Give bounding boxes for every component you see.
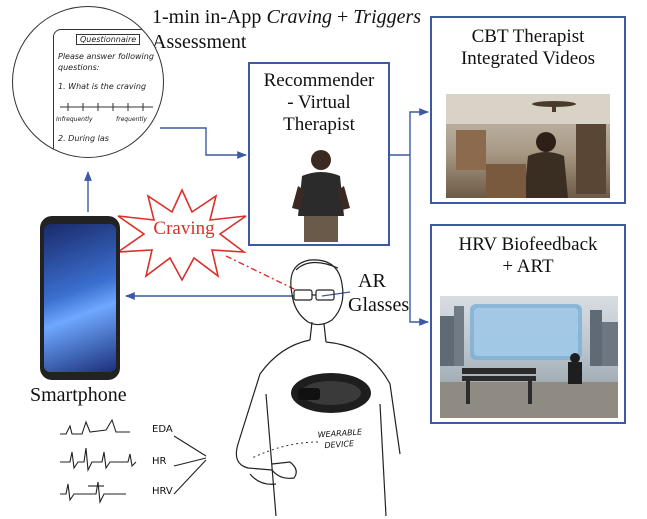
questionnaire-title: Questionnaire	[76, 34, 141, 45]
ar-label-line2: Glasses	[348, 294, 410, 316]
arrow-assessment-to-recommender	[160, 127, 247, 159]
scale-right-label: frequently	[116, 116, 147, 123]
person-sketch	[235, 259, 401, 516]
smartphone-label: Smartphone	[30, 384, 127, 406]
eda-label: EDA	[152, 424, 173, 435]
ar-glasses-sketch	[293, 289, 313, 301]
craving-burst-icon	[115, 188, 247, 282]
assessment-craving: Craving	[266, 6, 332, 28]
questionnaire-line1: Please answer following	[58, 52, 154, 61]
ar-biofeedback-scene-image	[440, 296, 618, 418]
assessment-subtitle: Assessment	[152, 31, 247, 53]
questionnaire-zoom-circle: Questionnaire Please answer following qu…	[12, 6, 164, 158]
smartphone-image	[40, 216, 120, 380]
ar-label-pointer	[321, 291, 351, 297]
hrv-line1: HRV Biofeedback	[458, 234, 598, 255]
wearable-dotted-pointer	[251, 441, 319, 459]
arrow-to-hrv	[409, 155, 429, 326]
assessment-prefix: 1-min in-App	[152, 6, 267, 28]
hrv-signal-trace	[60, 481, 126, 504]
recommender-line1: Recommender	[263, 70, 375, 91]
wearable-device-image	[291, 373, 371, 413]
craving-label: Craving	[153, 218, 215, 239]
cbt-line1: CBT Therapist	[471, 26, 585, 47]
likert-scale-sketch	[60, 103, 153, 111]
cbt-therapist-video-image	[446, 94, 610, 198]
scale-left-label: Infrequently	[56, 116, 93, 123]
recommender-box: Recommender - Virtual Therapist	[248, 62, 390, 246]
cbt-box: CBT Therapist Integrated Videos	[430, 16, 626, 204]
assessment-title: 1-min in-App Craving + Triggers	[152, 6, 452, 28]
phone-sketch-frame: Questionnaire Please answer following qu…	[53, 29, 163, 157]
hr-label: HR	[152, 456, 167, 467]
hrv-biofeedback-box: HRV Biofeedback + ART	[430, 224, 626, 424]
questionnaire-line2: questions:	[58, 63, 100, 72]
hr-signal-trace	[60, 447, 137, 472]
questionnaire-q1: 1. What is the craving	[58, 82, 147, 91]
recommender-line3: Therapist	[283, 114, 355, 135]
craving-dashed-line	[225, 255, 297, 291]
eda-signal-trace	[60, 418, 130, 435]
assessment-triggers: Triggers	[353, 6, 422, 28]
hrv-label: HRV	[152, 486, 173, 497]
assessment-plus: +	[332, 6, 354, 28]
virtual-therapist-image	[292, 150, 350, 242]
recommender-line2: - Virtual	[287, 92, 351, 113]
smartphone-screen	[44, 224, 116, 372]
hrv-line2: + ART	[502, 256, 554, 277]
ar-label-line1: AR	[358, 270, 386, 292]
wearable-label: WEARABLE DEVICE	[317, 426, 363, 451]
questionnaire-q2: 2. During las	[58, 134, 109, 143]
cbt-line2: Integrated Videos	[460, 48, 596, 69]
physiological-signals	[60, 418, 207, 504]
arrow-to-cbt	[409, 108, 429, 155]
